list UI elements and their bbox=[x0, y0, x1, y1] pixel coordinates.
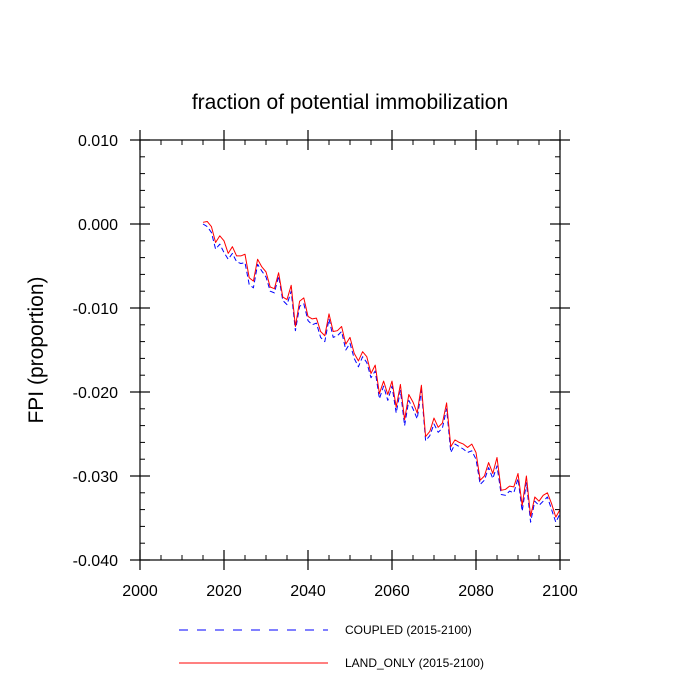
legend-label-land-only: LAND_ONLY (2015-2100) bbox=[345, 656, 484, 670]
y-tick-label: -0.030 bbox=[73, 469, 118, 486]
y-tick-label: 0.010 bbox=[78, 133, 118, 150]
major-ticks bbox=[130, 130, 570, 570]
y-axis-label: FPI (proportion) bbox=[25, 276, 48, 423]
plot-frame bbox=[139, 139, 561, 561]
x-tick-label: 2060 bbox=[374, 583, 410, 600]
y-tick-label: -0.020 bbox=[73, 385, 118, 402]
x-tick-label: 2020 bbox=[206, 583, 242, 600]
legend: COUPLED (2015-2100) LAND_ONLY (2015-2100) bbox=[179, 623, 484, 670]
minor-ticks bbox=[139, 139, 561, 561]
x-tick-label: 2000 bbox=[122, 583, 158, 600]
y-tick-label: -0.040 bbox=[73, 553, 118, 570]
chart-title: fraction of potential immobilization bbox=[192, 91, 508, 114]
legend-label-coupled: COUPLED (2015-2100) bbox=[345, 623, 472, 637]
series-line-coupled bbox=[202, 223, 561, 523]
x-tick-label: 2040 bbox=[290, 583, 326, 600]
series-line-land-only bbox=[202, 220, 561, 518]
y-tick-label: -0.010 bbox=[73, 301, 118, 318]
tick-labels: 2000 2020 2040 2060 2080 2100 0.010 0.000 -0.010… bbox=[73, 133, 578, 600]
x-tick-label: 2100 bbox=[542, 583, 578, 600]
series-layer bbox=[202, 220, 561, 523]
x-tick-label: 2080 bbox=[458, 583, 494, 600]
y-tick-label: 0.000 bbox=[78, 217, 118, 234]
